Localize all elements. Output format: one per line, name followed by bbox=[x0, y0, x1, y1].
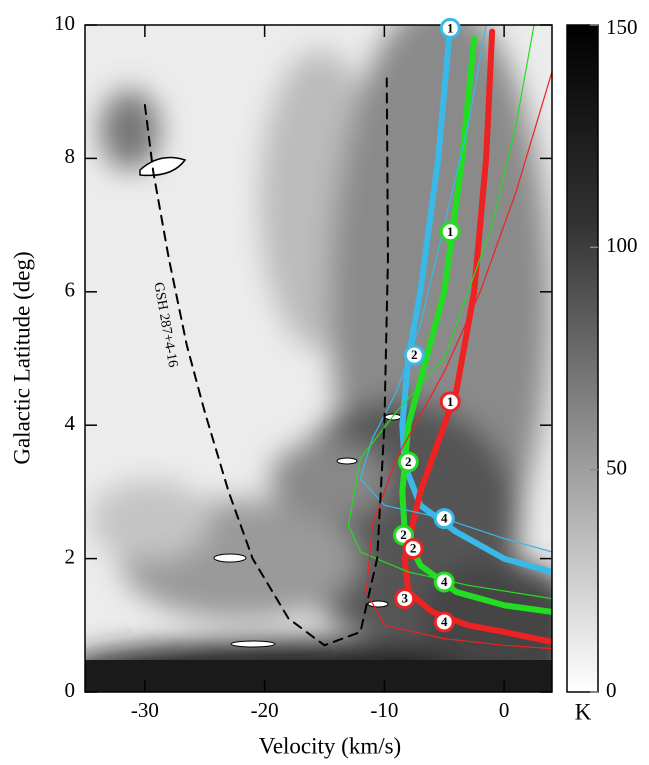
marker bbox=[402, 538, 424, 560]
marker-label: 4 bbox=[441, 614, 448, 629]
x-tick-label: -20 bbox=[251, 698, 279, 722]
y-tick-label: 2 bbox=[65, 544, 76, 568]
marker-label: 4 bbox=[441, 511, 448, 526]
x-axis-title: Velocity (km/s) bbox=[259, 733, 401, 758]
series-line bbox=[359, 25, 552, 553]
marker-label: 1 bbox=[447, 394, 454, 409]
y-tick-label: 4 bbox=[65, 411, 76, 435]
series-line bbox=[143, 77, 389, 647]
y-axis-title: Galactic Latitude (deg) bbox=[9, 251, 34, 464]
y-tick-label: 10 bbox=[54, 11, 75, 35]
y-tick-label: 0 bbox=[65, 678, 76, 702]
marker bbox=[397, 451, 419, 473]
marker-label: 3 bbox=[401, 591, 408, 606]
x-tick-label: 0 bbox=[499, 698, 510, 722]
colorbar-tick-label: 0 bbox=[606, 678, 617, 702]
marker-label: 1 bbox=[447, 224, 454, 239]
marker bbox=[433, 508, 455, 530]
marker-label: 2 bbox=[411, 347, 418, 362]
marker-label: 4 bbox=[441, 574, 448, 589]
x-tick-label: -10 bbox=[370, 698, 398, 722]
marker-label: 2 bbox=[405, 454, 412, 469]
marker-label: 2 bbox=[400, 527, 407, 542]
marker-label: 1 bbox=[447, 20, 454, 35]
series-line bbox=[399, 35, 552, 615]
marker bbox=[439, 221, 461, 243]
marker bbox=[433, 571, 455, 593]
marker bbox=[403, 344, 425, 366]
colorbar-label: K bbox=[575, 699, 592, 724]
marker bbox=[439, 17, 461, 39]
plot-frame bbox=[84, 24, 553, 693]
marker bbox=[394, 588, 416, 610]
colorbar bbox=[566, 24, 599, 693]
colorbar-tick-label: 150 bbox=[606, 15, 638, 39]
series-line bbox=[347, 25, 552, 600]
series-line bbox=[365, 71, 552, 650]
x-tick-label: -30 bbox=[131, 698, 159, 722]
colorbar-tick-label: 100 bbox=[606, 233, 638, 257]
marker bbox=[433, 611, 455, 633]
curves bbox=[143, 25, 552, 650]
marker-label: 2 bbox=[410, 541, 417, 556]
colorbar-tick-label: 50 bbox=[606, 455, 627, 479]
marker bbox=[439, 391, 461, 413]
y-tick-label: 6 bbox=[65, 278, 76, 302]
intensity-map bbox=[85, 25, 552, 692]
y-tick-label: 8 bbox=[65, 144, 76, 168]
